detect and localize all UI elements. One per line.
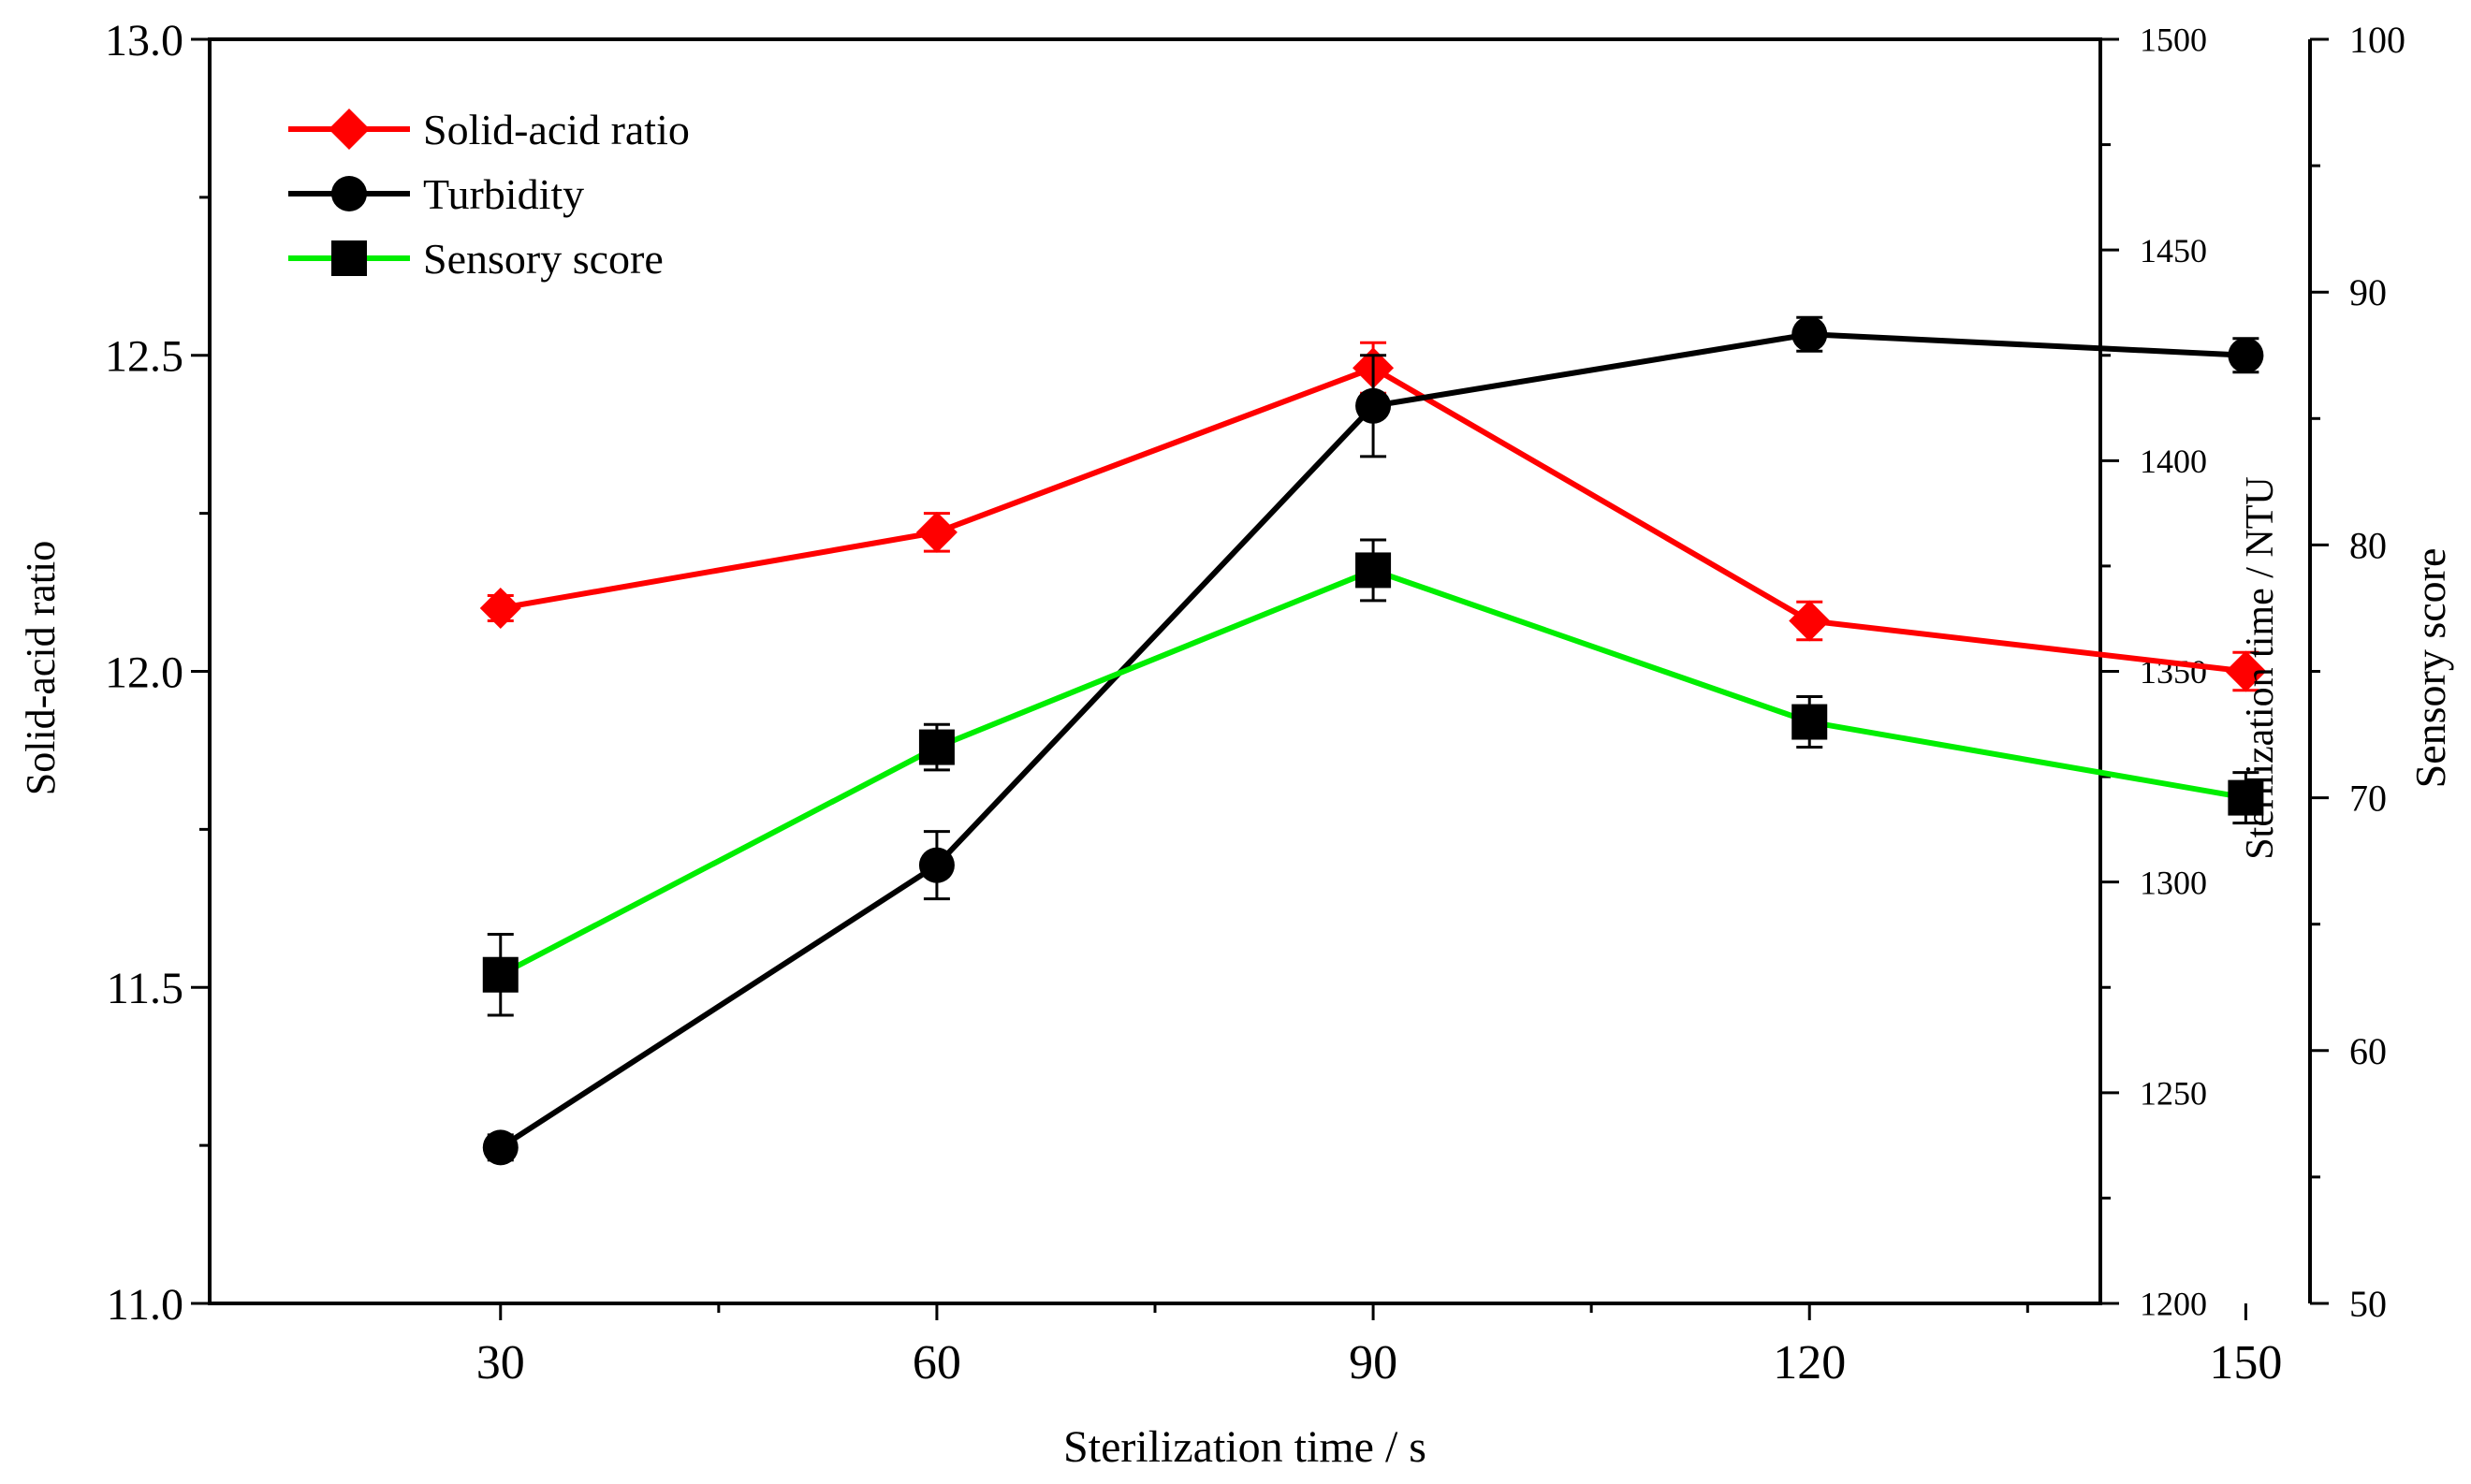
series-line xyxy=(499,567,2246,978)
y-tick-label: 60 xyxy=(2349,1030,2387,1072)
y-axis-left: 11.0 11.5 12.0 12.5 13.0 xyxy=(105,16,210,1330)
y-tick-label: 1300 xyxy=(2140,864,2207,901)
y-tick-label: 11.0 xyxy=(107,1280,183,1330)
y-tick-label: 90 xyxy=(2349,271,2387,313)
x-tick-label: 60 xyxy=(913,1336,961,1389)
data-point xyxy=(482,1129,519,1166)
y-tick-label: 12.5 xyxy=(105,332,183,382)
legend-label: Solid-acid ratio xyxy=(423,106,690,153)
legend-marker xyxy=(331,240,367,276)
y-tick-label: 1250 xyxy=(2140,1074,2207,1112)
data-point xyxy=(2228,337,2264,373)
y-tick-label: 1200 xyxy=(2140,1286,2207,1323)
legend-label: Sensory score xyxy=(423,235,664,283)
x-axis: 30 60 90 120 150 xyxy=(476,1303,2282,1389)
data-point xyxy=(918,847,955,883)
data-point xyxy=(915,511,958,553)
y-axis-left-title: Solid-acid ratio xyxy=(18,541,64,796)
y-tick-label: 100 xyxy=(2349,19,2405,61)
x-axis-title: Sterilization time / s xyxy=(1063,1422,1426,1472)
x-tick-label: 120 xyxy=(1773,1336,1846,1389)
data-point xyxy=(2228,779,2264,816)
y-tick-label: 1500 xyxy=(2140,22,2207,59)
data-point xyxy=(1355,552,1392,589)
y-axis-right-ntu-title: Sterilization time / NTU xyxy=(2239,476,2282,859)
data-point xyxy=(918,729,955,765)
y-tick-label: 80 xyxy=(2349,524,2387,566)
y-tick-label: 1450 xyxy=(2140,232,2207,269)
legend-label: Turbidity xyxy=(423,170,584,218)
plot-frame xyxy=(208,37,2102,1305)
plot-border xyxy=(208,37,2102,1305)
y-axis-right-sensory-title: Sensory score xyxy=(2406,548,2454,789)
x-tick-label: 30 xyxy=(476,1336,525,1389)
y-tick-label: 13.0 xyxy=(105,16,183,65)
series-group xyxy=(479,315,2267,1166)
data-point xyxy=(1789,600,1831,642)
series-turbidity xyxy=(482,315,2264,1166)
legend-marker xyxy=(329,109,370,150)
data-point xyxy=(1791,704,1828,740)
series-sensory-score xyxy=(482,538,2264,1017)
legend-item: Turbidity xyxy=(288,170,584,218)
legend-item: Sensory score xyxy=(288,235,664,283)
data-point xyxy=(479,587,521,629)
y-tick-label: 11.5 xyxy=(107,964,183,1013)
legend-item: Solid-acid ratio xyxy=(288,106,690,153)
y-tick-label: 12.0 xyxy=(105,647,183,697)
data-point xyxy=(482,956,519,993)
data-point xyxy=(1355,387,1392,424)
x-tick-label: 150 xyxy=(2209,1336,2282,1389)
data-point xyxy=(2225,650,2267,692)
y-axis-right-sensory: 50 60 70 80 90 100 xyxy=(2308,19,2405,1325)
data-point xyxy=(1791,316,1828,353)
legend: Solid-acid ratio Turbidity Sensory score xyxy=(288,106,690,283)
y-tick-label: 70 xyxy=(2349,778,2387,820)
legend-marker xyxy=(331,176,367,211)
y-tick-label: 1400 xyxy=(2140,443,2207,480)
x-tick-label: 90 xyxy=(1349,1336,1397,1389)
y-tick-label: 50 xyxy=(2349,1283,2387,1325)
